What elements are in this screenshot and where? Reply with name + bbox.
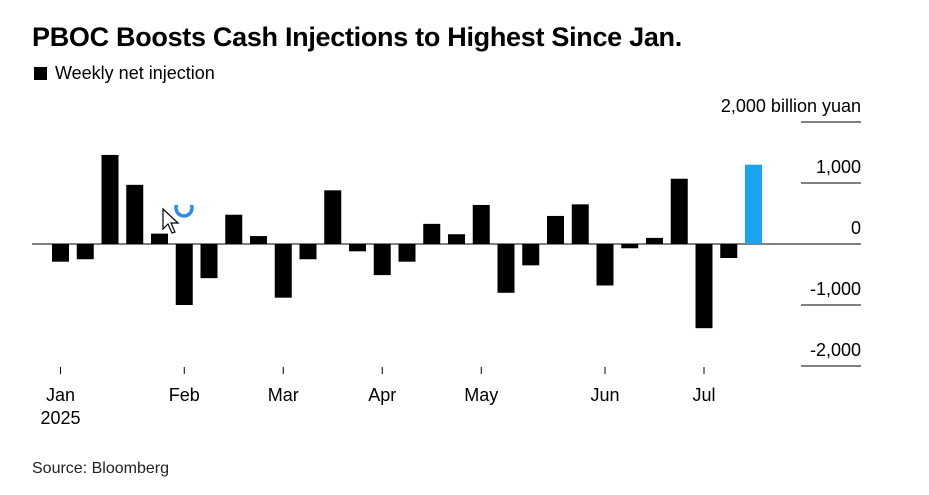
bar — [175, 244, 193, 305]
x-tick-sublabel: 2025 — [40, 408, 80, 428]
bar — [720, 244, 738, 259]
bar — [52, 244, 69, 262]
bar — [472, 204, 490, 244]
mouse-cursor-icon — [162, 205, 194, 234]
legend-swatch — [34, 67, 47, 80]
bar-highlight — [745, 164, 762, 244]
source-note: Source: Bloomberg — [32, 460, 169, 477]
bar — [373, 244, 391, 276]
bar — [695, 244, 713, 329]
bar-chart: 2,000 billion yuan 1,000 0 -1,000 -2,000 Jan… — [32, 96, 861, 428]
x-tick-label: May — [464, 385, 498, 405]
bar — [250, 236, 267, 244]
bar — [621, 244, 639, 249]
x-tick-label: Jul — [692, 385, 715, 405]
bar — [101, 154, 119, 244]
bar — [423, 223, 441, 244]
bar — [299, 244, 317, 260]
bar — [670, 178, 688, 244]
bar — [274, 244, 292, 298]
bar — [547, 215, 564, 244]
y-axis-labels: 2,000 billion yuan 1,000 0 -1,000 -2,000 — [721, 96, 861, 360]
x-tick-label: Jan — [46, 385, 75, 405]
y-tick-label: -2,000 — [810, 340, 861, 360]
bar — [522, 244, 540, 266]
x-axis-labels: Jan 2025 Feb Mar Apr May Jun Jul — [40, 367, 716, 428]
bar — [349, 244, 366, 252]
bar — [646, 237, 663, 244]
bar — [126, 184, 144, 244]
legend-label: Weekly net injection — [55, 63, 215, 83]
bar — [200, 244, 218, 279]
x-tick-label: Mar — [268, 385, 299, 405]
bar — [497, 244, 515, 293]
x-tick-label: Feb — [169, 385, 200, 405]
x-tick-label: Jun — [590, 385, 619, 405]
bar — [324, 190, 342, 244]
bars — [52, 154, 762, 329]
x-tick-label: Apr — [368, 385, 396, 405]
bar — [596, 244, 614, 286]
bar — [448, 234, 465, 244]
bar — [151, 233, 168, 244]
legend: Weekly net injection — [34, 63, 215, 84]
y-tick-label: 2,000 billion yuan — [721, 96, 861, 116]
grid-lines — [801, 121, 861, 367]
bar — [398, 244, 416, 262]
y-tick-label: 0 — [851, 218, 861, 238]
bar — [76, 244, 94, 260]
bar — [225, 214, 243, 244]
y-tick-label: 1,000 — [816, 157, 861, 177]
bar — [571, 204, 589, 244]
chart-title: PBOC Boosts Cash Injections to Highest S… — [32, 22, 682, 52]
y-tick-label: -1,000 — [810, 279, 861, 299]
